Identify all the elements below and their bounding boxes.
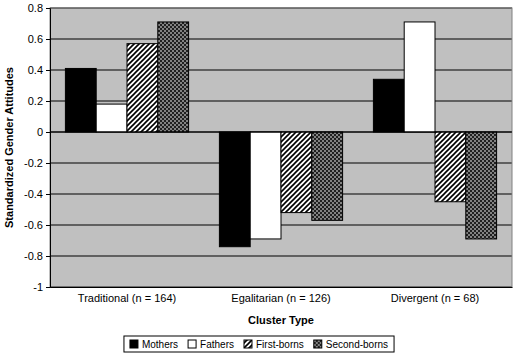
y-tick-label: -1	[33, 281, 43, 293]
y-tick-label: -0.8	[24, 250, 43, 262]
y-tick-mark	[46, 39, 50, 40]
series	[158, 22, 497, 239]
bar	[158, 22, 189, 132]
x-axis-title: Cluster Type	[248, 314, 314, 326]
legend: Mothers Fathers First-borns Second-borns	[124, 336, 394, 352]
y-tick: 0.4	[28, 64, 50, 76]
legend-swatch	[244, 340, 252, 348]
bar	[312, 132, 343, 220]
x-axis: Traditional (n = 164) Egalitarian (n = 12…	[51, 287, 513, 304]
legend-label: Mothers	[142, 339, 178, 350]
bar	[281, 132, 312, 213]
legend-item: First-borns	[244, 339, 304, 350]
y-tick-mark	[46, 70, 50, 71]
grid-line	[50, 101, 512, 102]
legend-swatch	[188, 340, 196, 348]
legend-item: Mothers	[130, 339, 178, 350]
bar	[404, 22, 435, 132]
legend-item: Second-borns	[314, 339, 388, 350]
series	[65, 68, 404, 246]
legend-swatch	[314, 340, 322, 348]
y-tick-label: -0.6	[24, 219, 43, 231]
y-tick: -1	[33, 281, 50, 293]
x-tick: Traditional (n = 164)	[78, 287, 176, 304]
y-tick-label: 0.8	[28, 2, 43, 14]
plot-frame	[50, 8, 512, 287]
bar	[466, 132, 497, 239]
grid-line	[50, 39, 512, 40]
plot-background	[50, 8, 512, 287]
y-tick-mark	[46, 225, 50, 226]
y-tick-mark	[46, 8, 50, 9]
y-tick: -0.8	[24, 250, 50, 262]
bar	[219, 132, 250, 247]
bar	[435, 132, 466, 202]
y-tick-mark	[46, 132, 50, 133]
y-tick: 0	[37, 126, 50, 138]
y-tick-label: 0	[37, 126, 43, 138]
series	[96, 22, 435, 239]
plot: -1 -0.8 -0.6 -0.4 -0.2 0 0.2 0.4 0.6 0.8 Tradition…	[24, 2, 512, 304]
bar	[65, 68, 96, 132]
grid	[50, 8, 512, 287]
x-tick: Egalitarian (n = 126)	[231, 287, 330, 304]
y-axis-line	[46, 9, 51, 288]
bar	[96, 104, 127, 132]
y-tick-label: 0.4	[28, 64, 43, 76]
y-axis-title: Standardized Gender Attitudes	[3, 67, 15, 228]
bar	[127, 44, 158, 132]
bar	[250, 132, 281, 239]
y-tick: -0.6	[24, 219, 50, 231]
x-tick-label: Traditional (n = 164)	[78, 292, 176, 304]
legend-label: First-borns	[256, 339, 304, 350]
y-tick-label: 0.6	[28, 33, 43, 45]
x-tick-label: Egalitarian (n = 126)	[231, 292, 330, 304]
grid-line	[50, 70, 512, 71]
grid-line	[50, 256, 512, 257]
legend-item: Fathers	[188, 339, 234, 350]
y-tick-label: -0.2	[24, 157, 43, 169]
chart: -1 -0.8 -0.6 -0.4 -0.2 0 0.2 0.4 0.6 0.8 Tradition…	[0, 0, 518, 358]
legend-label: Fathers	[200, 339, 234, 350]
y-tick-label: 0.2	[28, 95, 43, 107]
legend-swatch	[130, 340, 138, 348]
y-tick: -0.4	[24, 188, 50, 200]
legend-box	[124, 336, 394, 352]
x-tick: Divergent (n = 68)	[391, 287, 479, 304]
x-tick-label: Divergent (n = 68)	[391, 292, 479, 304]
y-tick-mark	[46, 101, 50, 102]
y-tick-label: -0.4	[24, 188, 43, 200]
bars	[65, 22, 496, 247]
bar	[373, 79, 404, 132]
y-tick: -0.2	[24, 157, 50, 169]
y-tick: 0.8	[28, 2, 50, 14]
y-axis: -1 -0.8 -0.6 -0.4 -0.2 0 0.2 0.4 0.6 0.8	[24, 2, 50, 293]
y-tick-mark	[46, 287, 50, 288]
y-tick-mark	[46, 194, 50, 195]
y-tick: 0.6	[28, 33, 50, 45]
x-axis-line	[51, 287, 513, 288]
zero-line	[50, 132, 512, 133]
y-tick-mark	[46, 163, 50, 164]
y-tick-mark	[46, 256, 50, 257]
grid-line	[50, 132, 512, 133]
y-tick: 0.2	[28, 95, 50, 107]
legend-label: Second-borns	[326, 339, 388, 350]
